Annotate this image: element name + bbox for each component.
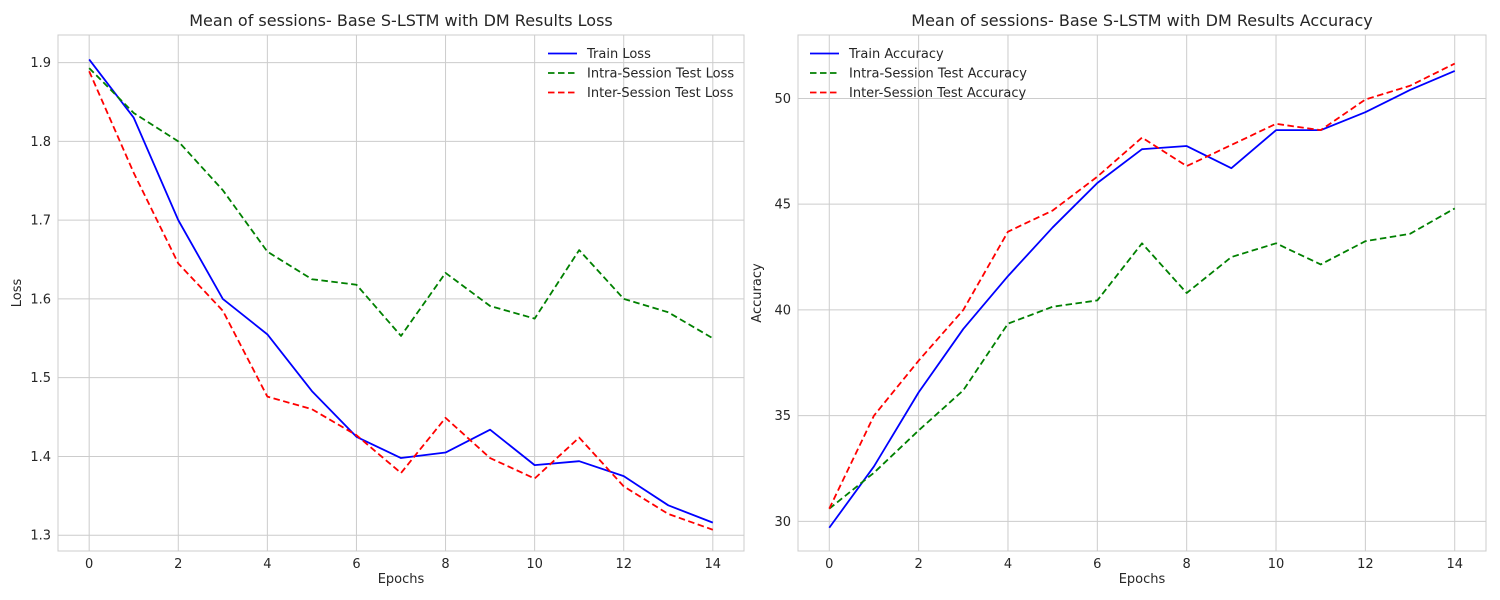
x-tick-label: 8 bbox=[1183, 557, 1191, 572]
chart-title: Mean of sessions- Base S-LSTM with DM Re… bbox=[189, 11, 613, 30]
y-tick-label: 35 bbox=[774, 409, 791, 424]
x-tick-label: 8 bbox=[441, 557, 449, 572]
y-tick-label: 1.9 bbox=[30, 56, 51, 71]
legend-label: Train Loss bbox=[586, 47, 651, 62]
legend: Train Accuracy Intra-Session Test Accurac… bbox=[810, 47, 1027, 101]
y-tick-label: 45 bbox=[774, 198, 791, 213]
x-tick-label: 0 bbox=[825, 557, 833, 572]
x-tick-label: 2 bbox=[174, 557, 182, 572]
x-tick-label: 10 bbox=[1268, 557, 1285, 572]
x-tick-label: 12 bbox=[615, 557, 632, 572]
x-tick-label: 2 bbox=[914, 557, 922, 572]
series-line bbox=[828, 207, 1456, 510]
x-tick-label: 14 bbox=[1446, 557, 1463, 572]
legend-label: Inter-Session Test Loss bbox=[587, 86, 734, 101]
x-tick-label: 4 bbox=[1004, 557, 1012, 572]
y-tick-label: 40 bbox=[774, 303, 791, 318]
y-tick-label: 30 bbox=[774, 515, 791, 530]
plot-area bbox=[58, 35, 744, 551]
legend: Train Loss Intra-Session Test Loss Inter-S… bbox=[548, 47, 734, 101]
x-tick-label: 6 bbox=[1093, 557, 1101, 572]
y-tick-label: 1.5 bbox=[30, 371, 51, 386]
x-tick-label: 14 bbox=[705, 557, 722, 572]
y-tick-label: 1.3 bbox=[30, 529, 51, 544]
plot-area bbox=[798, 35, 1486, 551]
x-tick-label: 4 bbox=[263, 557, 271, 572]
x-tick-label: 6 bbox=[352, 557, 360, 572]
chart-panel-2: 0 2 4 6 8 10 12 14 30 35 40 45 50 Mean of sessions- B… bbox=[750, 11, 1487, 587]
y-tick-label: 1.6 bbox=[30, 292, 51, 307]
y-tick-label: 1.8 bbox=[30, 135, 51, 150]
y-axis-label: Accuracy bbox=[750, 263, 765, 323]
x-axis-label: Epochs bbox=[378, 572, 425, 587]
x-tick-label: 0 bbox=[85, 557, 93, 572]
y-tick-label: 1.7 bbox=[30, 214, 51, 229]
x-axis-label: Epochs bbox=[1119, 572, 1166, 587]
legend-label: Intra-Session Test Accuracy bbox=[849, 67, 1027, 82]
x-tick-label: 10 bbox=[526, 557, 543, 572]
chart-title: Mean of sessions- Base S-LSTM with DM Re… bbox=[911, 11, 1372, 30]
legend-label: Train Accuracy bbox=[848, 47, 944, 62]
series-line bbox=[88, 67, 714, 340]
chart-panel-1: 0 2 4 6 8 10 12 14 1.3 1.4 1.5 1.6 1.7 1.8 1.9 Mean of … bbox=[10, 11, 745, 587]
y-axis-label: Loss bbox=[10, 279, 25, 308]
y-tick-label: 1.4 bbox=[30, 450, 51, 465]
legend-label: Intra-Session Test Loss bbox=[587, 67, 734, 82]
y-tick-label: 50 bbox=[774, 92, 791, 107]
legend-label: Inter-Session Test Accuracy bbox=[849, 86, 1026, 101]
plot-frame bbox=[797, 34, 1487, 552]
series-line bbox=[828, 70, 1456, 529]
series-line bbox=[88, 70, 714, 531]
plot-frame bbox=[57, 34, 745, 552]
x-tick-label: 12 bbox=[1357, 557, 1374, 572]
